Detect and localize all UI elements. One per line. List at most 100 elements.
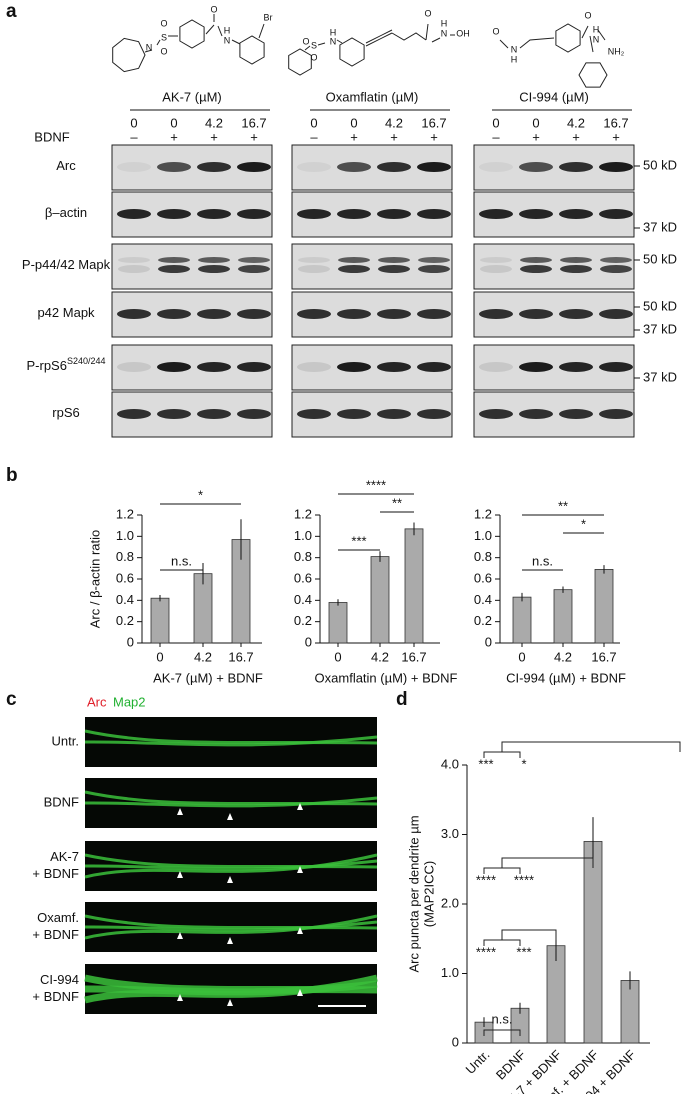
row-label-text: p42 Mapk	[37, 305, 95, 320]
bar	[594, 569, 614, 644]
row-label: + BDNF	[32, 866, 79, 881]
band	[559, 309, 593, 319]
y-tick-label: 0.4	[294, 592, 312, 607]
chemical-bond	[317, 42, 326, 46]
row-label: rpS6	[52, 405, 79, 420]
chemical-bond	[597, 29, 606, 41]
band	[519, 409, 553, 419]
chemical-bond	[156, 39, 161, 46]
band	[377, 362, 411, 372]
x-tick-label: 16.7	[228, 649, 253, 664]
x-tick-label: 16.7	[401, 649, 426, 664]
y-tick-label: 2.0	[441, 895, 459, 910]
bar	[620, 980, 640, 1044]
treatment-label: BDNF	[34, 129, 69, 144]
row-label-text: β–actin	[45, 205, 87, 220]
band	[118, 257, 150, 263]
band	[377, 209, 411, 219]
y-axis-label: Arc / β-actin ratio	[87, 530, 102, 629]
x-axis-label: CI-994 (µM) + BDNF	[506, 670, 626, 685]
arrowhead	[177, 994, 183, 1001]
y-tick-label: 0.2	[474, 613, 492, 628]
significance-label: ****	[476, 872, 496, 887]
band	[117, 409, 151, 419]
chemical-ring	[179, 19, 205, 49]
atom-label: O	[160, 18, 167, 28]
significance-label: n.s.	[492, 1011, 513, 1026]
arrowhead	[227, 937, 233, 944]
y-tick-label: 0.8	[116, 549, 134, 564]
band	[559, 362, 593, 372]
atom-label: N	[330, 36, 337, 46]
significance-label: n.s.	[171, 553, 192, 568]
chemical-bond	[205, 24, 215, 35]
significance-label: ***	[516, 944, 531, 959]
row-label: Arc	[56, 158, 76, 173]
chemical-bond	[217, 25, 223, 37]
y-tick-label: 0.8	[294, 549, 312, 564]
treatment-sign: –	[492, 129, 500, 144]
row-label: P-p44/42 Mapk	[22, 257, 111, 272]
chemical-ring	[112, 37, 146, 73]
y-tick-label: 1.0	[294, 528, 312, 543]
band	[157, 409, 191, 419]
atom-label: O	[210, 4, 217, 14]
concentration: 0	[492, 115, 499, 130]
row-label-text: P-p44/42 Mapk	[22, 257, 111, 272]
concentration: 0	[532, 115, 539, 130]
marker-label: 37 kD	[643, 321, 677, 336]
y-tick-label: 0.2	[116, 613, 134, 628]
row-label-text: rpS6	[52, 405, 79, 420]
chemical-bond	[336, 39, 343, 44]
band	[117, 162, 151, 172]
y-tick-label: 0.6	[474, 570, 492, 585]
x-tick-label: 4.2	[194, 649, 212, 664]
band	[418, 257, 450, 263]
band	[237, 162, 271, 172]
band	[417, 162, 451, 172]
significance-label: ****	[366, 477, 386, 492]
band	[417, 209, 451, 219]
bar	[150, 597, 170, 644]
chemical-bond	[365, 32, 393, 47]
band	[418, 265, 450, 273]
atom-label: N	[441, 28, 448, 38]
band	[559, 162, 593, 172]
chemical-bond	[483, 1029, 521, 1036]
panel-label: b	[6, 465, 18, 486]
compound-header: CI-994 (µM)	[519, 89, 589, 104]
atom-label: Br	[264, 12, 273, 22]
y-tick-label: 0.2	[294, 613, 312, 628]
band	[599, 209, 633, 219]
chemical-bond	[304, 45, 311, 51]
chemical-bond	[589, 35, 594, 53]
chemical-bond	[258, 23, 265, 39]
marker-label: 37 kD	[643, 369, 677, 384]
y-tick-label: 0.8	[474, 549, 492, 564]
dendrite	[84, 796, 378, 808]
band	[197, 409, 231, 419]
band	[600, 265, 632, 273]
row-label: + BDNF	[32, 989, 79, 1004]
chemical-ring	[288, 48, 312, 76]
chemical-bond	[501, 929, 557, 940]
concentration: 0	[170, 115, 177, 130]
band	[479, 309, 513, 319]
chemical-ring	[578, 62, 608, 88]
band	[237, 209, 271, 219]
compound-header: Oxamflatin (µM)	[326, 89, 419, 104]
significance-label: *	[198, 487, 203, 502]
concentration: 16.7	[421, 115, 446, 130]
band	[297, 362, 331, 372]
x-axis-label: Oxamflatin (µM) + BDNF	[315, 670, 458, 685]
row-label-superscript: S240/244	[67, 356, 106, 366]
concentration: 0	[350, 115, 357, 130]
band	[337, 409, 371, 419]
treatment-sign: –	[310, 129, 318, 144]
significance-label: ***	[351, 533, 366, 548]
treatment-sign: +	[430, 129, 438, 144]
row-label-text: Arc	[56, 158, 76, 173]
atom-label: H	[330, 27, 337, 37]
atom-label: N	[146, 42, 153, 52]
row-label: CI-994	[40, 972, 79, 987]
